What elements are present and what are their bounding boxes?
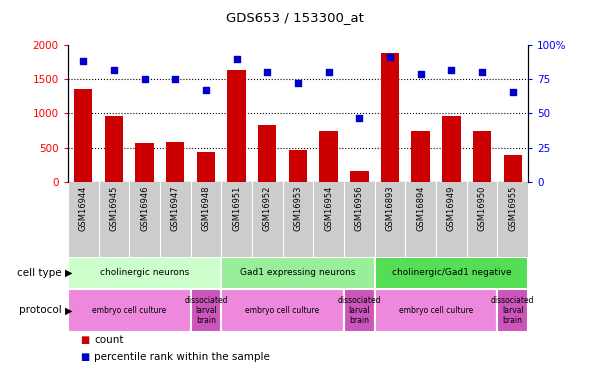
Bar: [375, 289, 497, 332]
Point: [78, 58, 88, 64]
Point: [324, 69, 333, 75]
Bar: [74, 89, 93, 182]
Bar: [221, 289, 344, 332]
Bar: [104, 116, 123, 182]
Bar: [191, 289, 221, 332]
Bar: [68, 257, 221, 289]
Bar: [344, 289, 375, 332]
Point: [355, 114, 364, 120]
Bar: [258, 125, 277, 182]
Text: GSM16953: GSM16953: [293, 186, 303, 231]
Bar: [350, 171, 369, 182]
Point: [109, 67, 119, 73]
Point: [140, 76, 149, 82]
Bar: [503, 154, 522, 182]
Text: cholinergic neurons: cholinergic neurons: [100, 268, 189, 278]
Bar: [196, 152, 215, 182]
Text: Gad1 expressing neurons: Gad1 expressing neurons: [240, 268, 356, 278]
Text: GSM16954: GSM16954: [324, 186, 333, 231]
Point: [171, 76, 180, 82]
Point: [232, 56, 241, 62]
Point: [293, 80, 303, 86]
Text: GDS653 / 153300_at: GDS653 / 153300_at: [226, 11, 364, 24]
Bar: [375, 257, 528, 289]
Text: GSM16945: GSM16945: [109, 186, 119, 231]
Bar: [411, 130, 430, 182]
Text: embryo cell culture: embryo cell culture: [399, 306, 473, 315]
Point: [416, 71, 425, 77]
Bar: [319, 131, 338, 182]
Point: [385, 54, 395, 60]
Point: [201, 87, 211, 93]
Text: GSM16947: GSM16947: [171, 186, 180, 231]
Text: GSM16951: GSM16951: [232, 186, 241, 231]
Bar: [166, 142, 185, 182]
Text: GSM16950: GSM16950: [477, 186, 487, 231]
Text: ▶: ▶: [65, 268, 73, 278]
Bar: [289, 150, 307, 182]
Bar: [227, 70, 246, 182]
Text: protocol: protocol: [19, 305, 62, 315]
Bar: [221, 257, 375, 289]
Bar: [473, 130, 491, 182]
Bar: [135, 142, 154, 182]
Point: [477, 69, 487, 75]
Text: GSM16948: GSM16948: [201, 186, 211, 231]
Text: ■: ■: [80, 352, 89, 362]
Text: dissociated
larval
brain: dissociated larval brain: [184, 296, 228, 324]
Point: [263, 69, 272, 75]
Bar: [442, 116, 461, 182]
Text: GSM16952: GSM16952: [263, 186, 272, 231]
Text: cell type: cell type: [17, 268, 62, 278]
Text: GSM16944: GSM16944: [78, 186, 88, 231]
Text: embryo cell culture: embryo cell culture: [245, 306, 320, 315]
Text: GSM16955: GSM16955: [508, 186, 517, 231]
Text: ▶: ▶: [65, 305, 73, 315]
Text: count: count: [94, 335, 124, 345]
Point: [508, 88, 517, 94]
Text: GSM16956: GSM16956: [355, 186, 364, 231]
Text: GSM16949: GSM16949: [447, 186, 456, 231]
Bar: [381, 53, 399, 182]
Text: GSM16893: GSM16893: [385, 186, 395, 231]
Text: GSM16894: GSM16894: [416, 186, 425, 231]
Text: dissociated
larval
brain: dissociated larval brain: [491, 296, 535, 324]
Text: embryo cell culture: embryo cell culture: [92, 306, 166, 315]
Point: [447, 67, 456, 73]
Bar: [497, 289, 528, 332]
Text: percentile rank within the sample: percentile rank within the sample: [94, 352, 270, 362]
Bar: [68, 289, 191, 332]
Text: ■: ■: [80, 335, 89, 345]
Text: dissociated
larval
brain: dissociated larval brain: [337, 296, 381, 324]
Text: cholinergic/Gad1 negative: cholinergic/Gad1 negative: [392, 268, 511, 278]
Text: GSM16946: GSM16946: [140, 186, 149, 231]
